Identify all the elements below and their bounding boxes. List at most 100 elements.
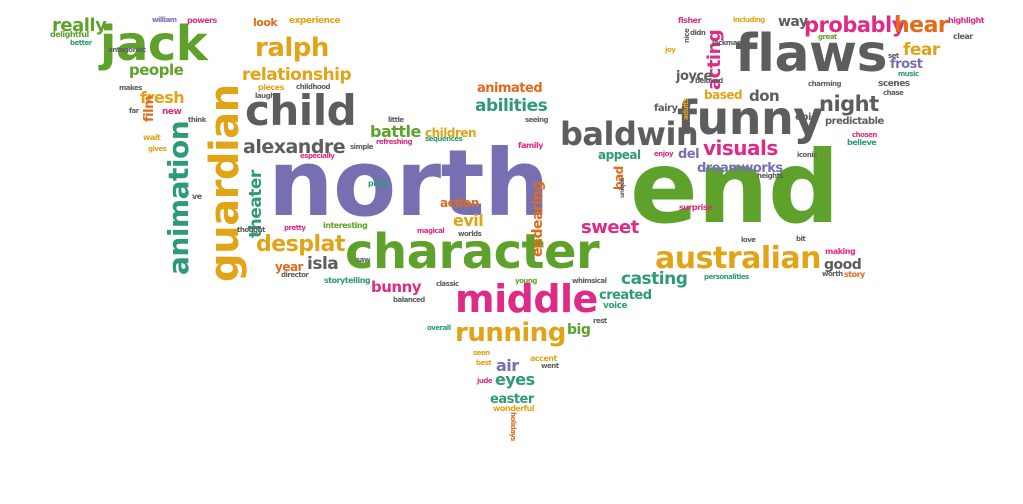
word-eyes: eyes bbox=[495, 370, 535, 389]
word-jackman: jackman bbox=[712, 39, 742, 47]
word-baldwin: baldwin bbox=[560, 115, 699, 153]
word-ve: ve bbox=[192, 192, 202, 201]
word-chase: chase bbox=[883, 89, 904, 97]
word-easter: easter bbox=[490, 392, 534, 407]
word-young: young bbox=[515, 277, 537, 285]
word-flaws: flaws bbox=[735, 24, 888, 84]
word-enjoy: enjoy bbox=[654, 150, 674, 158]
word-storytelling: storytelling bbox=[324, 276, 371, 285]
word-holidays: holidays bbox=[509, 412, 517, 441]
word-night: night bbox=[819, 92, 879, 116]
word-abilities: abilities bbox=[475, 96, 548, 116]
word-delightful: delightful bbox=[50, 30, 89, 39]
word-believe: believe bbox=[847, 138, 877, 147]
word-william: william bbox=[152, 16, 177, 24]
word-isla: isla bbox=[307, 254, 339, 274]
word-set: set bbox=[888, 52, 899, 60]
word-family: family bbox=[518, 141, 543, 150]
word-chosen: chosen bbox=[852, 131, 877, 139]
word-fisher: fisher bbox=[678, 16, 702, 25]
word-north: north bbox=[268, 130, 550, 237]
word-charming: charming bbox=[808, 80, 842, 88]
word-child: child bbox=[245, 86, 357, 135]
word-new: new bbox=[162, 107, 182, 117]
word-sweet: sweet bbox=[581, 217, 639, 238]
word-really: really bbox=[52, 15, 107, 36]
word-highlight: highlight bbox=[948, 16, 985, 25]
word-making: making bbox=[825, 247, 856, 256]
word-created: created bbox=[599, 288, 652, 303]
word-people: people bbox=[129, 61, 184, 79]
word-went: went bbox=[541, 362, 559, 370]
word-funny: funny bbox=[677, 91, 823, 145]
word-adults: adults bbox=[682, 98, 690, 120]
word-bit: bit bbox=[796, 235, 806, 243]
word-gives: gives bbox=[148, 145, 167, 153]
word-fresh: fresh bbox=[140, 88, 185, 107]
word-appeal: appeal bbox=[598, 148, 641, 162]
word-middle: middle bbox=[455, 277, 598, 321]
word-overall: overall bbox=[427, 324, 451, 332]
word-jude: jude bbox=[477, 377, 493, 385]
word-beloved: beloved bbox=[695, 77, 723, 85]
word-thought: thought bbox=[237, 226, 265, 234]
word-don: don bbox=[749, 87, 780, 105]
word-visuals: visuals bbox=[703, 136, 778, 160]
word-wonderful: wonderful bbox=[493, 404, 535, 413]
word-evil: evil bbox=[453, 211, 484, 230]
word-hear: hear bbox=[894, 13, 949, 38]
word-joyce: joyce bbox=[676, 69, 712, 84]
word-makes: makes bbox=[119, 84, 142, 92]
word-endearing: endearing bbox=[530, 181, 546, 257]
word-australian: australian bbox=[655, 241, 822, 276]
word-del: del bbox=[678, 147, 700, 162]
word-air: air bbox=[496, 356, 519, 375]
word-children: children bbox=[425, 126, 477, 140]
word-story: story bbox=[844, 270, 865, 279]
word-battle: battle bbox=[370, 122, 421, 141]
word-casting: casting bbox=[621, 269, 688, 289]
word-predictable: predictable bbox=[825, 116, 884, 127]
word-classic: classic bbox=[436, 280, 459, 288]
word-jack: jack bbox=[100, 16, 208, 72]
word-antagonist: antagonist bbox=[108, 46, 146, 54]
word-probably: probably bbox=[804, 13, 905, 37]
word-heights: heights bbox=[757, 172, 784, 180]
word-seeing: seeing bbox=[525, 116, 549, 124]
word-scenes: scenes bbox=[878, 79, 910, 89]
word-pretty: pretty bbox=[284, 224, 306, 232]
word-based: based bbox=[704, 88, 743, 102]
word-relationship: relationship bbox=[242, 65, 352, 85]
word-sequences: sequences bbox=[425, 135, 463, 143]
word-including: including bbox=[733, 16, 765, 24]
word-unique: unique bbox=[619, 177, 626, 198]
word-balanced: balanced bbox=[393, 296, 425, 304]
word-look: look bbox=[253, 16, 278, 29]
word-dreamworks: dreamworks bbox=[697, 161, 783, 176]
word-guardian: guardian bbox=[202, 84, 248, 282]
word-worth: worth bbox=[822, 270, 843, 278]
word-music: music bbox=[898, 70, 919, 78]
word-powers: powers bbox=[187, 16, 217, 25]
word-alexandre: alexandre bbox=[243, 136, 346, 158]
word-whimsical: whimsical bbox=[572, 277, 607, 285]
word-saw: saw bbox=[356, 256, 370, 264]
word-seen: seen bbox=[473, 349, 490, 357]
word-surprise: surprise bbox=[679, 203, 713, 212]
word-end: end bbox=[630, 129, 840, 246]
word-laugh: laugh bbox=[255, 92, 275, 100]
word-rest: rest bbox=[593, 317, 607, 325]
word-accent: accent bbox=[530, 354, 557, 363]
word-character: character bbox=[345, 224, 600, 280]
word-far: far bbox=[129, 107, 139, 115]
word-film: film bbox=[142, 95, 157, 122]
word-best: best bbox=[476, 359, 492, 367]
word-bunny: bunny bbox=[371, 278, 422, 296]
word-pitch: pitch bbox=[368, 179, 389, 188]
word-refreshing: refreshing bbox=[376, 138, 413, 146]
word-pieces: pieces bbox=[258, 83, 284, 92]
word-voice: voice bbox=[603, 301, 628, 311]
word-fairy: fairy bbox=[654, 103, 678, 114]
word-personalities: personalities bbox=[704, 273, 749, 281]
word-think: think bbox=[188, 116, 206, 124]
